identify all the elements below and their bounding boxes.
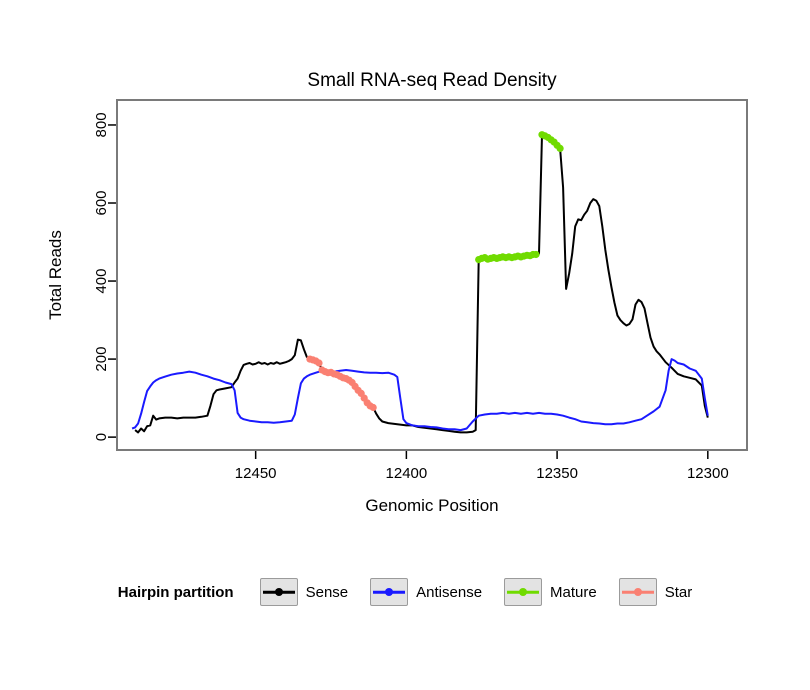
y-tick-label: 0 — [93, 433, 110, 441]
mature-key-icon — [504, 578, 543, 606]
legend-label-sense: Sense — [305, 583, 349, 601]
series-point-star — [369, 403, 377, 412]
legend-label-antisense: Antisense — [416, 583, 483, 601]
x-tick-label: 12400 — [386, 465, 428, 482]
sense-dot-swatch — [274, 588, 283, 596]
plot-frame — [116, 99, 748, 451]
series-line-sense — [134, 133, 709, 434]
x-tick-label: 12450 — [235, 465, 277, 482]
x-tick-label: 12300 — [687, 465, 729, 482]
legend-item-sense: Sense — [259, 578, 349, 606]
x-axis-label: Genomic Position — [365, 496, 499, 515]
series-line-antisense — [131, 358, 709, 432]
star-key-icon — [618, 578, 657, 606]
legend-label-star: Star — [664, 583, 693, 601]
x-tick-label: 12350 — [536, 465, 578, 482]
legend-label-mature: Mature — [550, 583, 597, 601]
series-point-mature — [556, 144, 564, 152]
antisense-key-icon — [370, 578, 409, 606]
series-point-mature — [532, 250, 540, 259]
sense-key-icon — [259, 578, 298, 606]
series-point-star — [315, 359, 323, 367]
legend-item-mature: Mature — [504, 578, 597, 606]
chart-title: Small RNA-seq Read Density — [307, 70, 557, 91]
antisense-dot-swatch — [385, 588, 394, 596]
y-tick-label: 400 — [93, 269, 110, 294]
y-tick-label: 600 — [93, 190, 110, 215]
legend-title: Hairpin partition — [117, 583, 234, 601]
legend-item-star: Star — [618, 578, 693, 606]
legend-item-antisense: Antisense — [370, 578, 482, 606]
legend: Hairpin partition Sense Antisense Mature — [0, 578, 810, 606]
y-tick-label: 800 — [93, 112, 110, 137]
mature-dot-swatch — [519, 588, 528, 596]
y-tick-label: 200 — [93, 347, 110, 372]
star-dot-swatch — [633, 588, 642, 596]
plot-area: 12450 12400 12350 12300 0 200 400 600 800 — [93, 99, 748, 482]
